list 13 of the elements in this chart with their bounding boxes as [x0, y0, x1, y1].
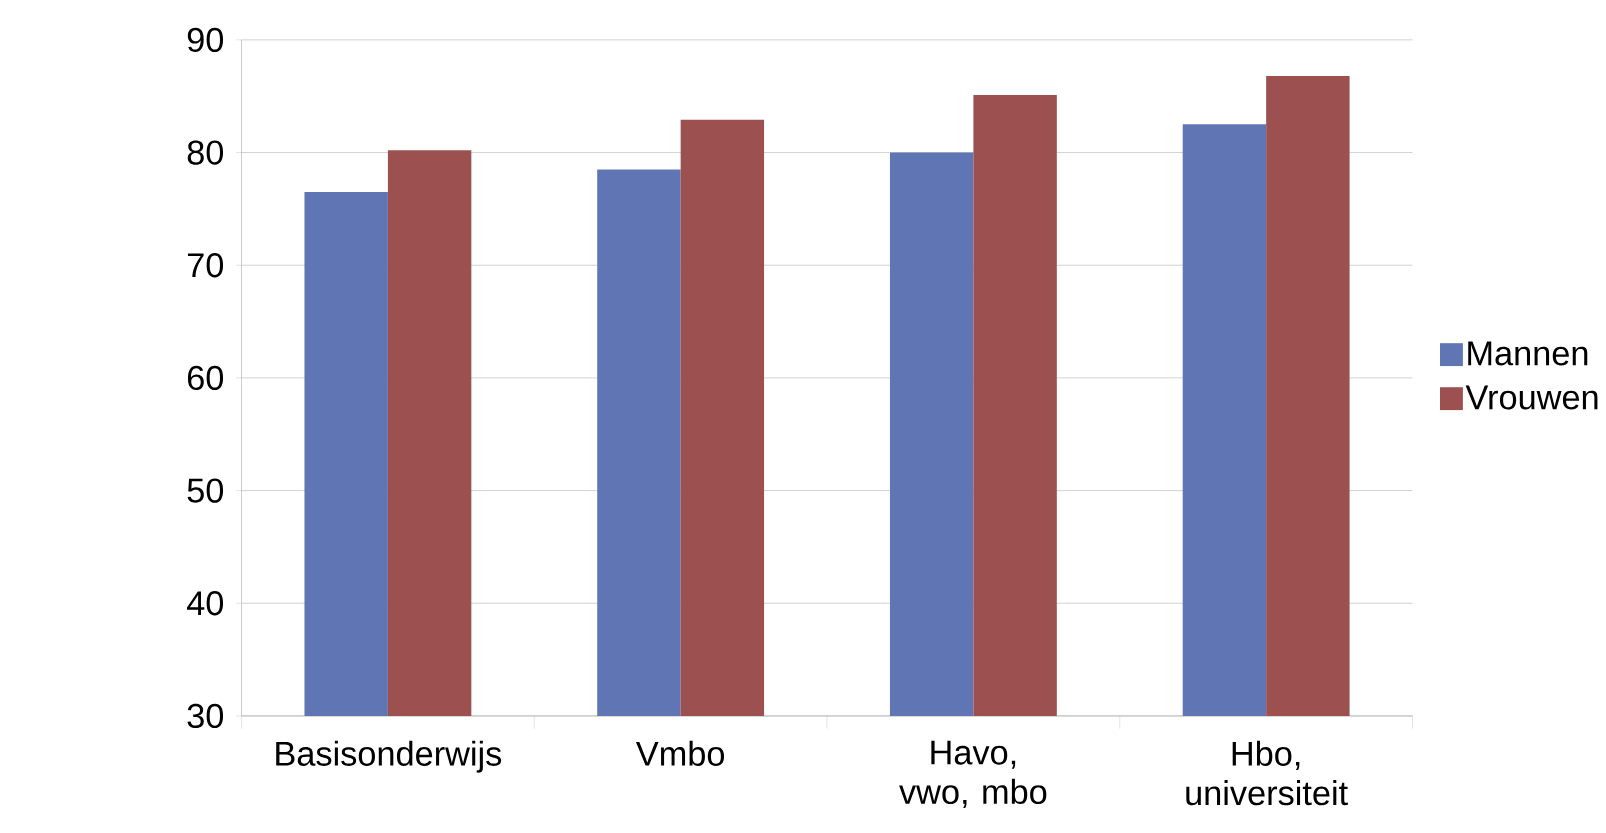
y-tick-label: 70 [187, 252, 224, 278]
x-tick-label: Hbo, universiteit [1186, 740, 1348, 806]
y-tick-label: 40 [187, 590, 224, 616]
x-tick-label: Havo, vwo, mbo [899, 740, 1047, 808]
y-tick-label: 80 [187, 140, 224, 165]
y-tick-label: 60 [187, 365, 224, 390]
x-tick-label: Vmbo [635, 740, 725, 766]
legend-label: Mannen [1468, 341, 1588, 366]
x-tick-label: Basisonderwijs [276, 740, 502, 773]
y-tick-label: 30 [187, 703, 224, 728]
legend-label: Vrouwen [1465, 385, 1598, 410]
y-tick-label: 50 [187, 478, 224, 503]
y-tick-label: 90 [187, 27, 224, 52]
